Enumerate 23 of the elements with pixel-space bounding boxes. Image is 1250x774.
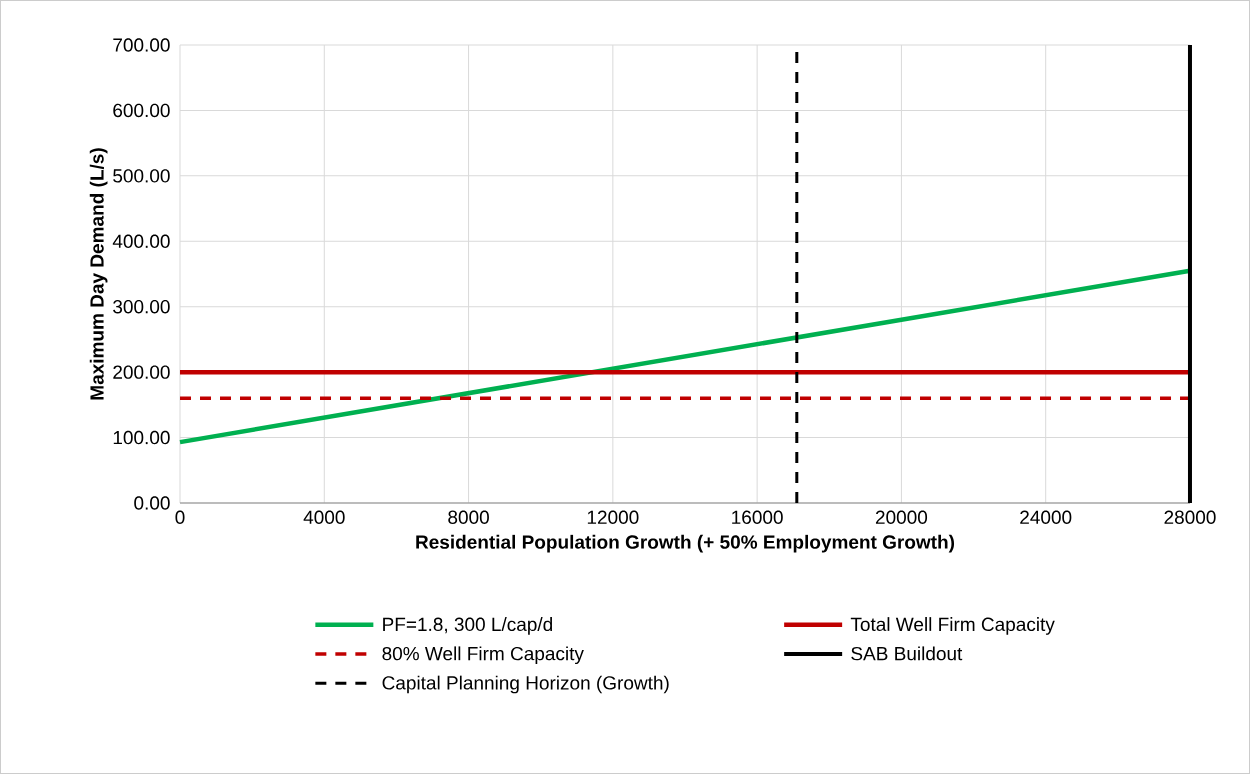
x-axis-title: Residential Population Growth (+ 50% Employment Growth) (416, 534, 955, 553)
x-tick-label: 24000 (1020, 510, 1072, 524)
y-tick-label: 0.00 (134, 496, 170, 510)
x-tick-label: 28000 (1164, 510, 1216, 524)
y-tick-label: 500.00 (113, 169, 170, 183)
x-tick-label: 16000 (732, 510, 783, 524)
legend-label: SAB Buildout (851, 646, 963, 661)
y-tick-label: 600.00 (113, 103, 170, 118)
x-tick-label: 0 (175, 510, 185, 524)
x-tick-label: 8000 (448, 510, 489, 524)
y-tick-label: 100.00 (113, 430, 170, 445)
y-tick-label: 300.00 (113, 299, 170, 314)
x-tick-label: 12000 (587, 510, 639, 524)
x-tick-label: 20000 (875, 510, 928, 524)
legend-label: Capital Planning Horizon (Growth) (382, 675, 669, 694)
legend-label: PF=1.8, 300 L/cap/d (383, 617, 552, 635)
x-tick-label: 4000 (303, 510, 345, 524)
y-axis-title: Maximum Day Demand (L/s) (89, 148, 108, 400)
y-tick-label: 400.00 (112, 234, 170, 249)
y-tick-label: 700.00 (113, 38, 170, 52)
y-tick-label: 200.00 (113, 365, 170, 379)
legend-label: Total Well Firm Capacity (850, 617, 1055, 635)
legend-label: 80% Well Firm Capacity (382, 646, 584, 665)
